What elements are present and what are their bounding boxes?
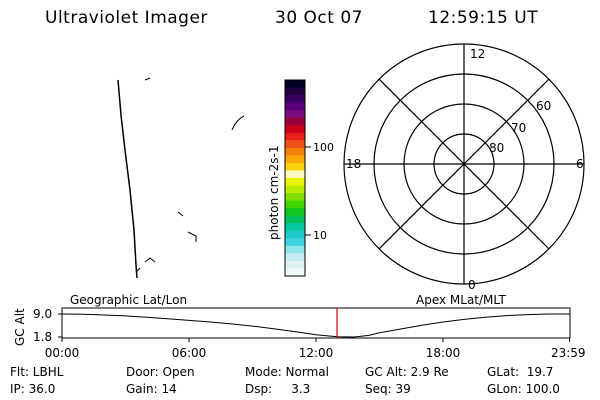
timeline-ytick-1-8: 1.8 xyxy=(33,330,52,344)
instrument-title: Ultraviolet Imager xyxy=(45,8,208,28)
colorbar-cell xyxy=(285,102,305,111)
coastline-fragment xyxy=(187,231,197,242)
colorbar-cell xyxy=(285,208,305,217)
coastline-fragment xyxy=(144,257,156,263)
timeline-ytick-9: 9.0 xyxy=(33,307,52,321)
timeline-title-left: Geographic Lat/Lon xyxy=(70,293,187,307)
timeline-xtick-label: 18:00 xyxy=(426,346,461,360)
colorbar-cell xyxy=(285,87,305,96)
polar-ring-70 xyxy=(403,103,525,225)
polar-label-0: 0 xyxy=(468,278,476,292)
altitude-series-line xyxy=(61,313,570,338)
timeline-xtick-label: 12:00 xyxy=(299,346,334,360)
timeline-xtick-label: 23:59 xyxy=(551,346,586,360)
footer-mode: Mode: Normal xyxy=(245,365,329,379)
colorbar-frame xyxy=(284,79,306,277)
polar-diagonal xyxy=(378,78,550,250)
polar-label-12: 12 xyxy=(470,47,485,61)
colorbar-cell xyxy=(285,238,305,247)
colorbar-cell xyxy=(285,132,305,141)
polar-ring-label-70: 70 xyxy=(511,121,526,135)
footer-dsp: Dsp: 3.3 xyxy=(245,382,311,396)
footer-ip: IP: 36.0 xyxy=(10,382,56,396)
colorbar-cell xyxy=(285,95,305,104)
colorbar-cell xyxy=(285,193,305,202)
colorbar-cells xyxy=(285,80,305,277)
coastline-fragment xyxy=(177,211,184,217)
colorbar-cell xyxy=(285,178,305,187)
timeline-xtick-label: 00:00 xyxy=(45,346,80,360)
footer-gain: Gain: 14 xyxy=(126,382,177,396)
polar-diagonal xyxy=(378,78,550,250)
polar-ring-60 xyxy=(373,73,555,255)
colorbar-cell xyxy=(285,245,305,254)
timeline-frame xyxy=(61,307,571,339)
colorbar-cell xyxy=(285,185,305,194)
colorbar-cell xyxy=(285,155,305,164)
polar-label-18: 18 xyxy=(346,157,361,171)
date-label: 30 Oct 07 xyxy=(275,8,363,28)
colorbar-cell xyxy=(285,80,305,89)
colorbar-cell xyxy=(285,268,305,277)
colorbar-tick-10: 10 xyxy=(313,229,327,242)
coastline-fragment xyxy=(231,115,245,131)
colorbar-cell xyxy=(285,170,305,179)
polar-ring-outer xyxy=(343,43,585,285)
polar-ring-80 xyxy=(433,133,495,195)
colorbar-cell xyxy=(285,125,305,134)
footer-seq: Seq: 39 xyxy=(365,382,411,396)
coastline-main xyxy=(117,79,138,279)
colorbar-cell xyxy=(285,230,305,239)
colorbar-tick-100: 100 xyxy=(313,141,334,154)
footer-glon: GLon: 100.0 xyxy=(487,382,560,396)
polar-label-6: 6 xyxy=(576,157,584,171)
timeline-xticks: 00:00 06:00 12:00 18:00 23:59 xyxy=(45,338,586,360)
footer-filter: Flt: LBHL xyxy=(10,365,64,379)
polar-ring-label-80: 80 xyxy=(489,141,504,155)
timeline-ylabel: GC Alt xyxy=(13,308,27,346)
colorbar-cell xyxy=(285,200,305,209)
footer-glat: GLat: 19.7 xyxy=(487,365,554,379)
colorbar-cell xyxy=(285,162,305,171)
timeline-xtick-label: 06:00 xyxy=(172,346,207,360)
footer-gc-alt: GC Alt: 2.9 Re xyxy=(365,365,449,379)
colorbar-cell xyxy=(285,260,305,269)
polar-ring-label-60: 60 xyxy=(536,99,551,113)
colorbar-cell xyxy=(285,110,305,119)
colorbar-cell xyxy=(285,215,305,224)
colorbar-cell xyxy=(285,147,305,156)
coastline-fragment xyxy=(144,77,151,81)
colorbar-cell xyxy=(285,253,305,262)
coastline-fragment xyxy=(135,267,141,273)
time-label: 12:59:15 UT xyxy=(428,8,539,28)
colorbar-cell xyxy=(285,117,305,126)
colorbar-cell xyxy=(285,223,305,232)
footer-door: Door: Open xyxy=(126,365,195,379)
colorbar-unit-label: photon cm-2s-1 xyxy=(267,146,281,241)
colorbar-cell xyxy=(285,140,305,149)
timeline-title-right: Apex MLat/MLT xyxy=(416,293,506,307)
